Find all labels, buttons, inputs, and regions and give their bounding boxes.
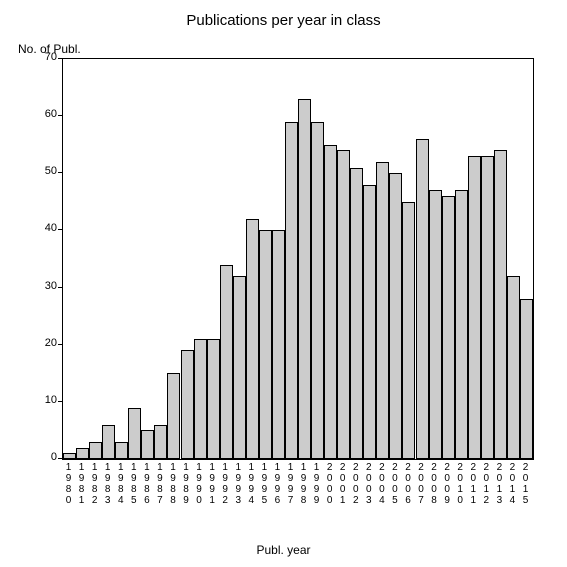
xtick-label: 1988 — [167, 462, 179, 506]
bar — [429, 190, 442, 459]
xtick-label: 2001 — [337, 462, 349, 506]
xtick-label: 1987 — [154, 462, 166, 506]
bar — [455, 190, 468, 459]
ytick-label: 0 — [27, 451, 57, 463]
bar — [194, 339, 207, 459]
bar — [402, 202, 415, 459]
bar — [89, 442, 102, 459]
bar — [324, 145, 337, 459]
bar — [259, 230, 272, 459]
bar — [207, 339, 220, 459]
bar — [468, 156, 481, 459]
bar — [154, 425, 167, 459]
ytick-label: 50 — [27, 165, 57, 177]
ytick-mark — [58, 58, 62, 59]
ytick-mark — [58, 401, 62, 402]
bar — [128, 408, 141, 459]
bar — [507, 276, 520, 459]
chart-title: Publications per year in class — [0, 12, 567, 29]
ytick-mark — [58, 172, 62, 173]
bar — [102, 425, 115, 459]
bar — [141, 430, 154, 459]
xtick-label: 1980 — [63, 462, 75, 506]
xtick-label: 1997 — [284, 462, 296, 506]
bar — [76, 448, 89, 459]
bar — [311, 122, 324, 459]
bar — [233, 276, 246, 459]
plot-area — [62, 58, 534, 460]
bar — [442, 196, 455, 459]
ytick-mark — [58, 344, 62, 345]
ytick-mark — [58, 115, 62, 116]
xtick-label: 1995 — [258, 462, 270, 506]
ytick-label: 10 — [27, 394, 57, 406]
bar — [285, 122, 298, 459]
xtick-label: 1986 — [141, 462, 153, 506]
xtick-label: 1992 — [219, 462, 231, 506]
bar — [298, 99, 311, 459]
ytick-label: 40 — [27, 222, 57, 234]
bar — [363, 185, 376, 459]
xtick-label: 2007 — [415, 462, 427, 506]
xtick-label: 2015 — [519, 462, 531, 506]
bar — [181, 350, 194, 459]
xtick-label: 1998 — [298, 462, 310, 506]
ytick-label: 20 — [27, 337, 57, 349]
xtick-label: 1991 — [206, 462, 218, 506]
bar — [246, 219, 259, 459]
xtick-label: 2011 — [467, 462, 479, 506]
xtick-label: 1983 — [102, 462, 114, 506]
xtick-label: 1984 — [115, 462, 127, 506]
bar — [481, 156, 494, 459]
bar — [167, 373, 180, 459]
xtick-label: 2013 — [493, 462, 505, 506]
xtick-label: 1990 — [193, 462, 205, 506]
xtick-label: 1996 — [271, 462, 283, 506]
xtick-label: 2010 — [454, 462, 466, 506]
chart-container: Publications per year in class No. of Pu… — [0, 0, 567, 567]
ytick-mark — [58, 287, 62, 288]
xtick-label: 2012 — [480, 462, 492, 506]
xtick-label: 2005 — [389, 462, 401, 506]
bar — [494, 150, 507, 459]
bar — [63, 453, 76, 459]
xtick-label: 2002 — [350, 462, 362, 506]
x-axis-label: Publ. year — [0, 543, 567, 557]
xtick-label: 1999 — [311, 462, 323, 506]
bar — [337, 150, 350, 459]
bar — [520, 299, 533, 459]
bar — [115, 442, 128, 459]
bar — [389, 173, 402, 459]
xtick-label: 2000 — [324, 462, 336, 506]
ytick-mark — [58, 458, 62, 459]
bar — [350, 168, 363, 459]
xtick-label: 1985 — [128, 462, 140, 506]
xtick-label: 2004 — [376, 462, 388, 506]
xtick-label: 2008 — [428, 462, 440, 506]
xtick-label: 2014 — [506, 462, 518, 506]
xtick-label: 2009 — [441, 462, 453, 506]
xtick-label: 1981 — [76, 462, 88, 506]
ytick-label: 60 — [27, 108, 57, 120]
ytick-mark — [58, 229, 62, 230]
xtick-label: 2003 — [363, 462, 375, 506]
ytick-label: 30 — [27, 280, 57, 292]
bar — [220, 265, 233, 459]
xtick-label: 1989 — [180, 462, 192, 506]
xtick-label: 1993 — [232, 462, 244, 506]
ytick-label: 70 — [27, 51, 57, 63]
bar — [376, 162, 389, 459]
xtick-label: 1994 — [245, 462, 257, 506]
xtick-label: 2006 — [402, 462, 414, 506]
bar — [416, 139, 429, 459]
xtick-label: 1982 — [89, 462, 101, 506]
bar — [272, 230, 285, 459]
